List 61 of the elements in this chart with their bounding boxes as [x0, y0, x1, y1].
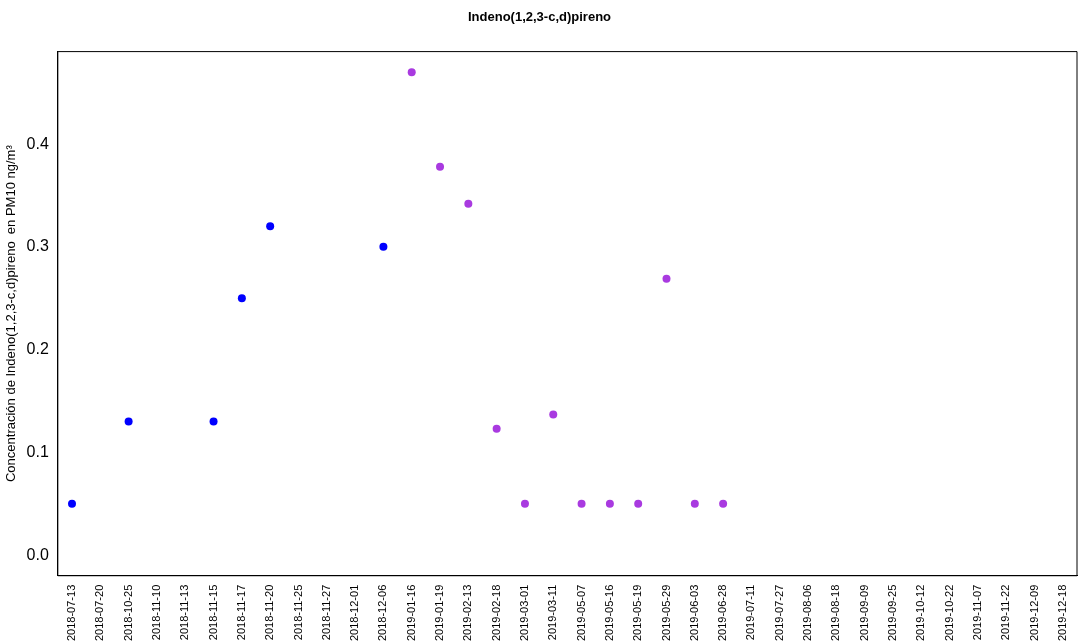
point — [492, 424, 501, 433]
point — [379, 242, 388, 251]
x-tick-label: 2019-01-19 — [433, 584, 446, 642]
y-tick-label: 0.2 — [26, 340, 49, 358]
point — [124, 417, 133, 426]
x-tick-label: 2018-11-20 — [263, 584, 276, 641]
x-tick-label: 2019-02-18 — [489, 584, 502, 642]
x-tick-label: 2019-01-16 — [404, 584, 417, 642]
y-axis-title: Concentración de Indeno(1,2,3-c,d)pireno en PM10 ng/m³ — [3, 144, 19, 483]
x-tick-label: 2019-12-18 — [1055, 584, 1068, 642]
point — [662, 274, 671, 283]
x-tick-label: 2018-11-25 — [291, 584, 304, 641]
x-tick-label: 2018-11-10 — [149, 584, 162, 641]
chart-title: Indeno(1,2,3-c,d)pireno — [467, 9, 612, 25]
x-tick-label: 2019-03-01 — [517, 584, 530, 642]
point — [577, 499, 586, 508]
x-tick-label: 2018-07-20 — [93, 584, 106, 642]
point — [690, 499, 699, 508]
point — [549, 410, 558, 419]
x-tick-label: 2019-08-06 — [801, 584, 814, 642]
x-tick-label: 2019-06-28 — [716, 584, 729, 642]
x-tick-label: 2018-11-17 — [234, 584, 247, 641]
x-tick-label: 2019-12-09 — [1027, 584, 1040, 642]
x-tick-label: 2019-03-11 — [546, 584, 559, 641]
point — [719, 499, 728, 508]
x-tick-label: 2019-10-12 — [914, 584, 927, 642]
x-tick-label: 2019-09-09 — [857, 584, 870, 642]
point — [68, 499, 76, 508]
point — [436, 162, 445, 171]
point — [407, 68, 416, 77]
x-tick-label: 2019-11-07 — [970, 584, 983, 641]
x-tick-label: 2018-11-27 — [319, 584, 332, 641]
y-tick-label: 0.3 — [26, 237, 49, 255]
y-tick-label: 0.4 — [26, 134, 49, 152]
x-tick-label: 2018-12-06 — [376, 584, 389, 642]
x-tick-label: 2019-10-22 — [942, 584, 955, 642]
x-tick-label: 2019-05-29 — [659, 584, 672, 642]
point — [266, 222, 275, 231]
x-tick-label: 2019-11-22 — [999, 584, 1012, 641]
x-tick-label: 2019-09-25 — [886, 584, 899, 642]
x-tick-label: 2019-08-18 — [829, 584, 842, 642]
y-tick-label: 0.0 — [26, 545, 49, 563]
x-tick-label: 2019-02-13 — [461, 584, 474, 642]
point — [520, 499, 529, 508]
point — [209, 417, 218, 426]
point — [237, 294, 246, 303]
x-tick-label: 2018-10-25 — [121, 584, 134, 642]
x-tick-label: 2018-11-15 — [206, 584, 219, 641]
point — [464, 199, 473, 208]
point — [605, 499, 614, 508]
x-tick-label: 2018-12-01 — [348, 584, 361, 642]
x-tick-label: 2018-11-13 — [178, 584, 191, 641]
x-tick-label: 2018-07-13 — [65, 584, 78, 642]
y-tick-label: 0.1 — [26, 442, 49, 460]
point — [634, 499, 643, 508]
x-tick-label: 2019-06-03 — [687, 584, 700, 642]
x-tick-label: 2019-07-27 — [772, 584, 785, 642]
x-tick-label: 2019-07-11 — [744, 584, 757, 641]
x-tick-label: 2019-05-07 — [574, 584, 587, 642]
x-tick-label: 2019-05-16 — [602, 584, 615, 642]
x-tick-label: 2019-05-19 — [631, 584, 644, 642]
